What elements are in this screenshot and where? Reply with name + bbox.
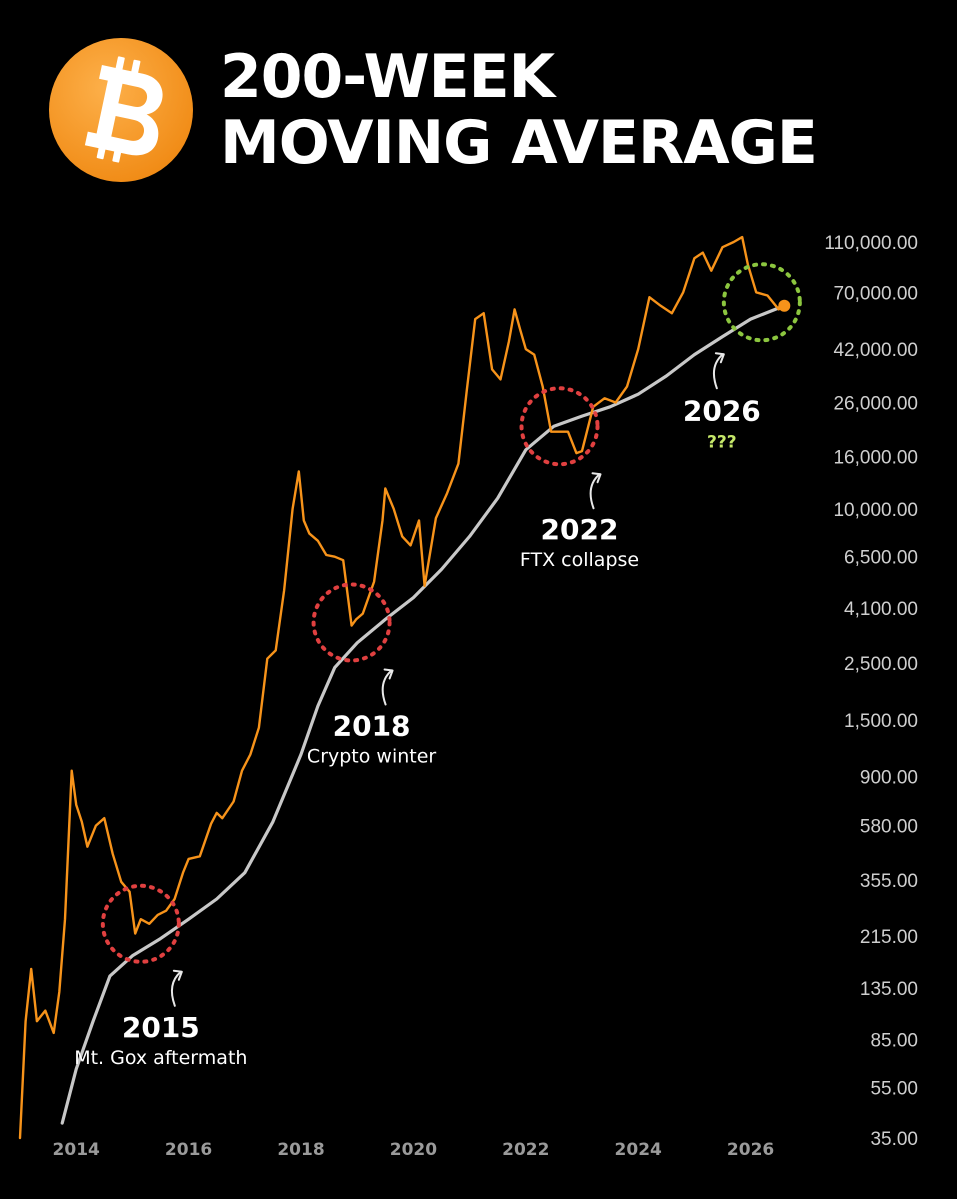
y-tick-label: 55.00 — [870, 1079, 918, 1100]
y-tick-label: 26,000.00 — [833, 393, 918, 414]
y-tick-label: 355.00 — [860, 871, 918, 892]
annotation-circle — [311, 582, 392, 663]
y-tick-label: 42,000.00 — [833, 340, 918, 361]
y-tick-label: 1,500.00 — [844, 711, 918, 732]
x-tick-label: 2020 — [390, 1140, 437, 1160]
current-price-dot — [778, 299, 791, 312]
y-tick-label: 900.00 — [860, 768, 918, 789]
arrow-head-icon — [591, 472, 602, 484]
price-line — [18, 235, 786, 1140]
arrow-head-icon — [172, 969, 183, 981]
x-tick-label: 2014 — [53, 1140, 100, 1160]
arrow-head-icon — [714, 352, 725, 364]
annotation-circle — [100, 883, 181, 964]
annotation-caption: Mt. Gox aftermath — [74, 1047, 247, 1069]
bitcoin-icon — [49, 38, 193, 182]
annotation-circle — [519, 386, 600, 467]
y-tick-label: 2,500.00 — [844, 654, 918, 675]
y-tick-label: 4,100.00 — [844, 599, 918, 620]
y-tick-label: 70,000.00 — [833, 283, 918, 304]
annotation-year: 2026 — [683, 394, 761, 427]
x-tick-label: 2016 — [165, 1140, 212, 1160]
y-tick-label: 35.00 — [870, 1129, 918, 1150]
y-tick-label: 135.00 — [860, 979, 918, 1000]
x-tick-label: 2022 — [502, 1140, 549, 1160]
arrow-head-icon — [383, 668, 394, 680]
x-tick-label: 2018 — [277, 1140, 324, 1160]
y-tick-label: 10,000.00 — [833, 500, 918, 521]
annotation-year: 2022 — [541, 513, 619, 546]
title-line-1: 200-WEEK — [220, 42, 555, 112]
y-tick-label: 215.00 — [860, 927, 918, 948]
y-tick-label: 16,000.00 — [833, 448, 918, 469]
annotation-arrow — [712, 353, 724, 390]
annotation-caption: Crypto winter — [307, 745, 436, 767]
moving-average-line — [60, 304, 786, 1125]
annotation-year: 2015 — [122, 1011, 200, 1044]
y-tick-label: 110,000.00 — [824, 233, 918, 254]
annotation-arrow — [589, 473, 601, 510]
y-tick-label: 6,500.00 — [844, 548, 918, 569]
annotation-caption: FTX collapse — [520, 549, 639, 571]
x-tick-label: 2024 — [615, 1140, 662, 1160]
y-tick-label: 580.00 — [860, 817, 918, 838]
x-tick-label: 2026 — [727, 1140, 774, 1160]
annotation-arrow — [381, 669, 393, 706]
y-tick-label: 85.00 — [870, 1030, 918, 1051]
annotation-year: 2018 — [333, 709, 411, 742]
annotation-arrow — [170, 970, 182, 1007]
annotation-caption: ??? — [707, 432, 737, 452]
title-line-2: MOVING AVERAGE — [220, 108, 818, 178]
annotation-circle — [721, 262, 802, 343]
